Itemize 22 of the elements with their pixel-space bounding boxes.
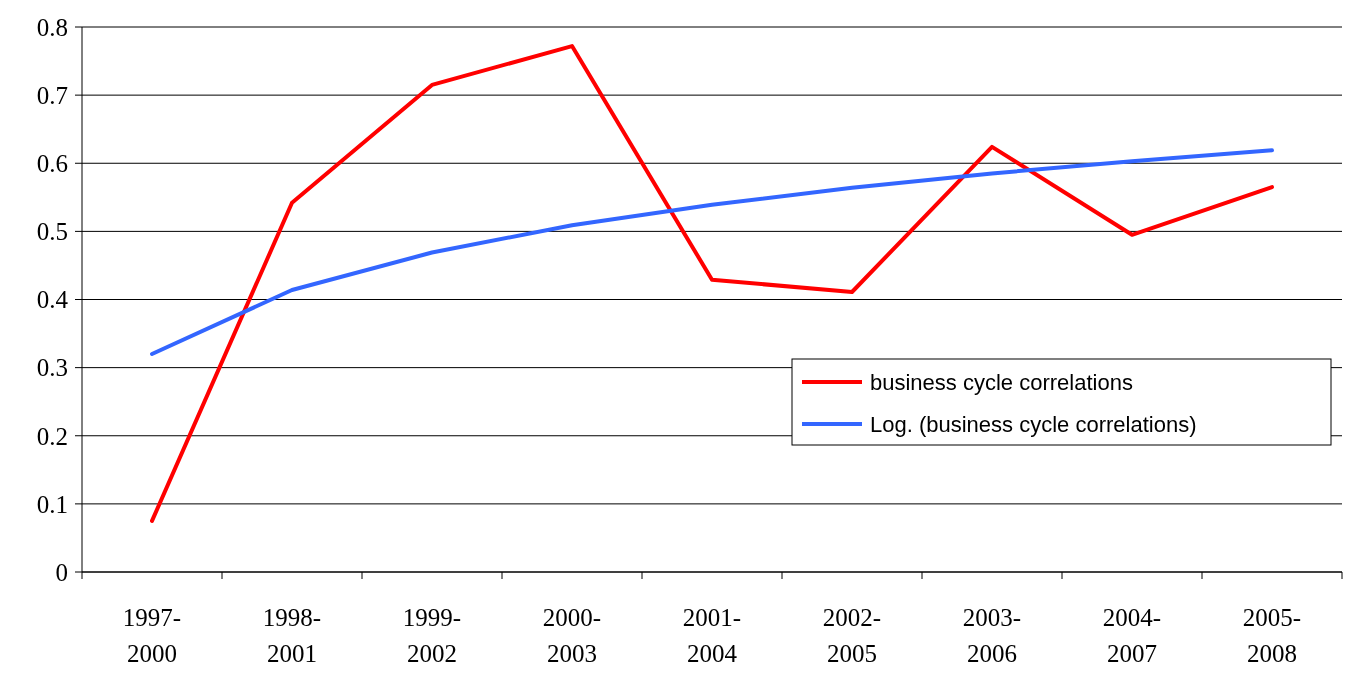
y-tick-label: 0.2 xyxy=(36,422,68,450)
y-tick-label: 0.1 xyxy=(36,490,68,518)
y-tick-label: 0.3 xyxy=(36,354,68,382)
x-tick-label: 2003-2006 xyxy=(962,604,1022,667)
y-tick-label: 0.4 xyxy=(36,286,69,314)
legend-label: Log. (business cycle correlations) xyxy=(870,411,1197,437)
line-series xyxy=(150,44,1274,523)
x-tick-label: 1997-2000 xyxy=(122,604,182,667)
x-tick-label: 2001-2004 xyxy=(682,604,742,667)
x-tick-label: 2005-2008 xyxy=(1242,604,1302,667)
x-tick-label: 1998-2001 xyxy=(262,604,322,667)
y-tick-label: 0.8 xyxy=(36,13,68,41)
legend-label: business cycle correlations xyxy=(870,369,1133,395)
x-tick-label: 2000-2003 xyxy=(542,604,602,667)
y-tick-label: 0.7 xyxy=(36,81,68,109)
y-tick-label: 0.5 xyxy=(36,218,68,246)
y-tick-label: 0 xyxy=(55,558,68,586)
x-tick-label: 2002-2005 xyxy=(822,604,882,667)
y-tick-label: 0.6 xyxy=(36,150,68,177)
x-tick-label: 2004-2007 xyxy=(1102,604,1162,667)
x-tick-label: 1999-2002 xyxy=(402,604,462,667)
line-series xyxy=(150,148,1274,356)
